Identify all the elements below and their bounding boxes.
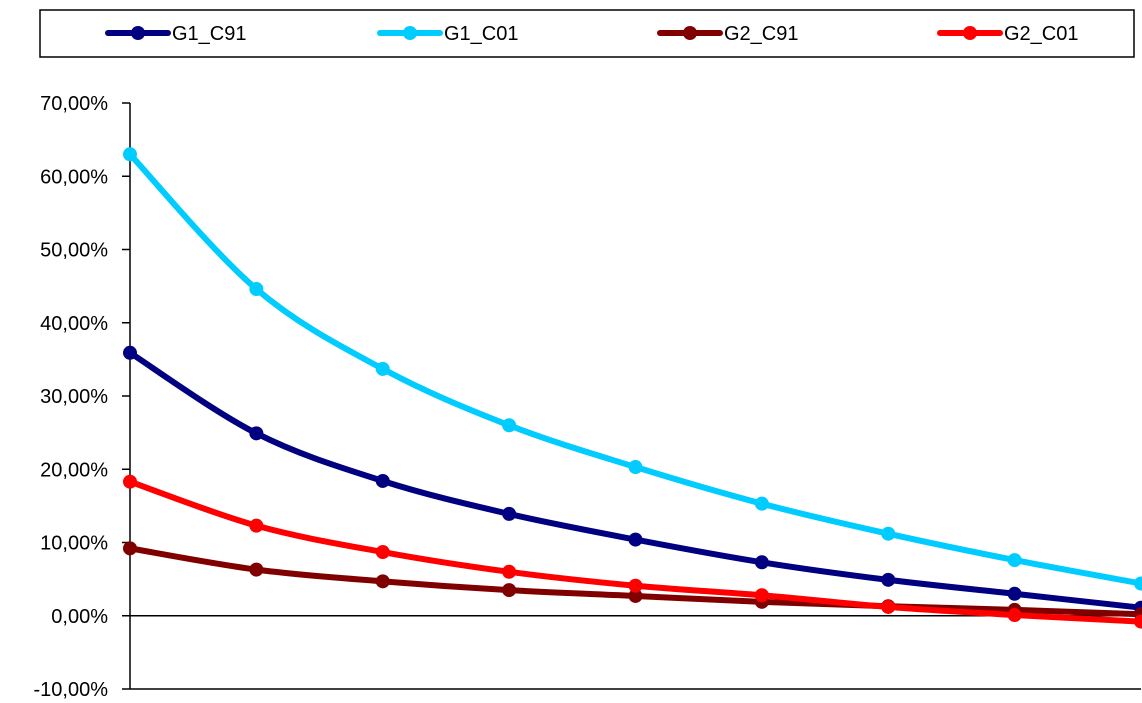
data-point xyxy=(375,473,390,488)
legend: G1_C91 G1_C01 G2_C91 G2_C01 xyxy=(39,9,1135,58)
y-tick-label: 30,00% xyxy=(40,386,108,408)
data-point xyxy=(1134,576,1142,591)
data-point xyxy=(249,518,264,533)
legend-swatch-marker xyxy=(683,26,697,40)
series-line-G1_C91 xyxy=(127,349,1142,611)
data-point xyxy=(881,599,896,614)
data-point xyxy=(502,418,517,433)
y-ticks: -10,00% 0,00% 10,00% 20,00% 30,00% 40,00% 50,0… xyxy=(34,93,130,701)
data-point xyxy=(502,564,517,579)
legend-label: G2_C91 xyxy=(724,23,799,45)
data-point xyxy=(123,147,137,162)
data-point xyxy=(628,578,643,593)
legend-label: G1_C91 xyxy=(172,23,247,45)
y-tick-label: 70,00% xyxy=(40,93,108,115)
data-point xyxy=(1007,586,1022,601)
data-point xyxy=(375,361,390,376)
data-point xyxy=(249,282,264,297)
legend-entry-G2_C91: G2_C91 xyxy=(657,23,799,45)
data-point xyxy=(628,532,643,547)
legend-entry-G2_C01: G2_C01 xyxy=(937,23,1079,45)
series-G2_C01 xyxy=(123,474,1142,629)
data-point xyxy=(1007,608,1022,623)
series-G1_C01 xyxy=(123,147,1142,591)
y-tick-label: 20,00% xyxy=(40,459,108,481)
data-point xyxy=(123,345,137,360)
data-point xyxy=(123,541,137,556)
data-point xyxy=(628,588,643,603)
legend-entry-G1_C91: G1_C91 xyxy=(105,23,247,45)
legend-swatch-marker xyxy=(131,26,145,40)
series-group xyxy=(123,147,1142,629)
legend-label: G1_C01 xyxy=(444,23,519,45)
data-point xyxy=(754,588,769,603)
data-point xyxy=(123,474,137,489)
data-point xyxy=(375,545,390,560)
data-point xyxy=(881,572,896,587)
series-G1_C91 xyxy=(123,345,1142,615)
data-point xyxy=(249,426,264,441)
y-tick-label: 40,00% xyxy=(40,313,108,335)
y-tick-label: 60,00% xyxy=(40,166,108,188)
data-point xyxy=(754,555,769,570)
legend-entry-G1_C01: G1_C01 xyxy=(377,23,519,45)
legend-label: G2_C01 xyxy=(1004,23,1079,45)
data-point xyxy=(881,526,896,541)
legend-swatch-marker xyxy=(403,26,417,40)
y-tick-label: -10,00% xyxy=(34,679,109,701)
data-point xyxy=(1134,614,1142,629)
data-point xyxy=(375,574,390,589)
data-point xyxy=(628,460,643,475)
data-point xyxy=(1007,553,1022,568)
y-tick-label: 0,00% xyxy=(51,606,108,628)
y-tick-label: 50,00% xyxy=(40,240,108,262)
data-point xyxy=(754,496,769,511)
data-point xyxy=(502,583,517,598)
data-point xyxy=(249,562,264,577)
series-line-G1_C01 xyxy=(127,151,1142,587)
legend-swatch-marker xyxy=(963,26,977,40)
y-tick-label: 10,00% xyxy=(40,533,108,555)
data-point xyxy=(502,506,517,521)
